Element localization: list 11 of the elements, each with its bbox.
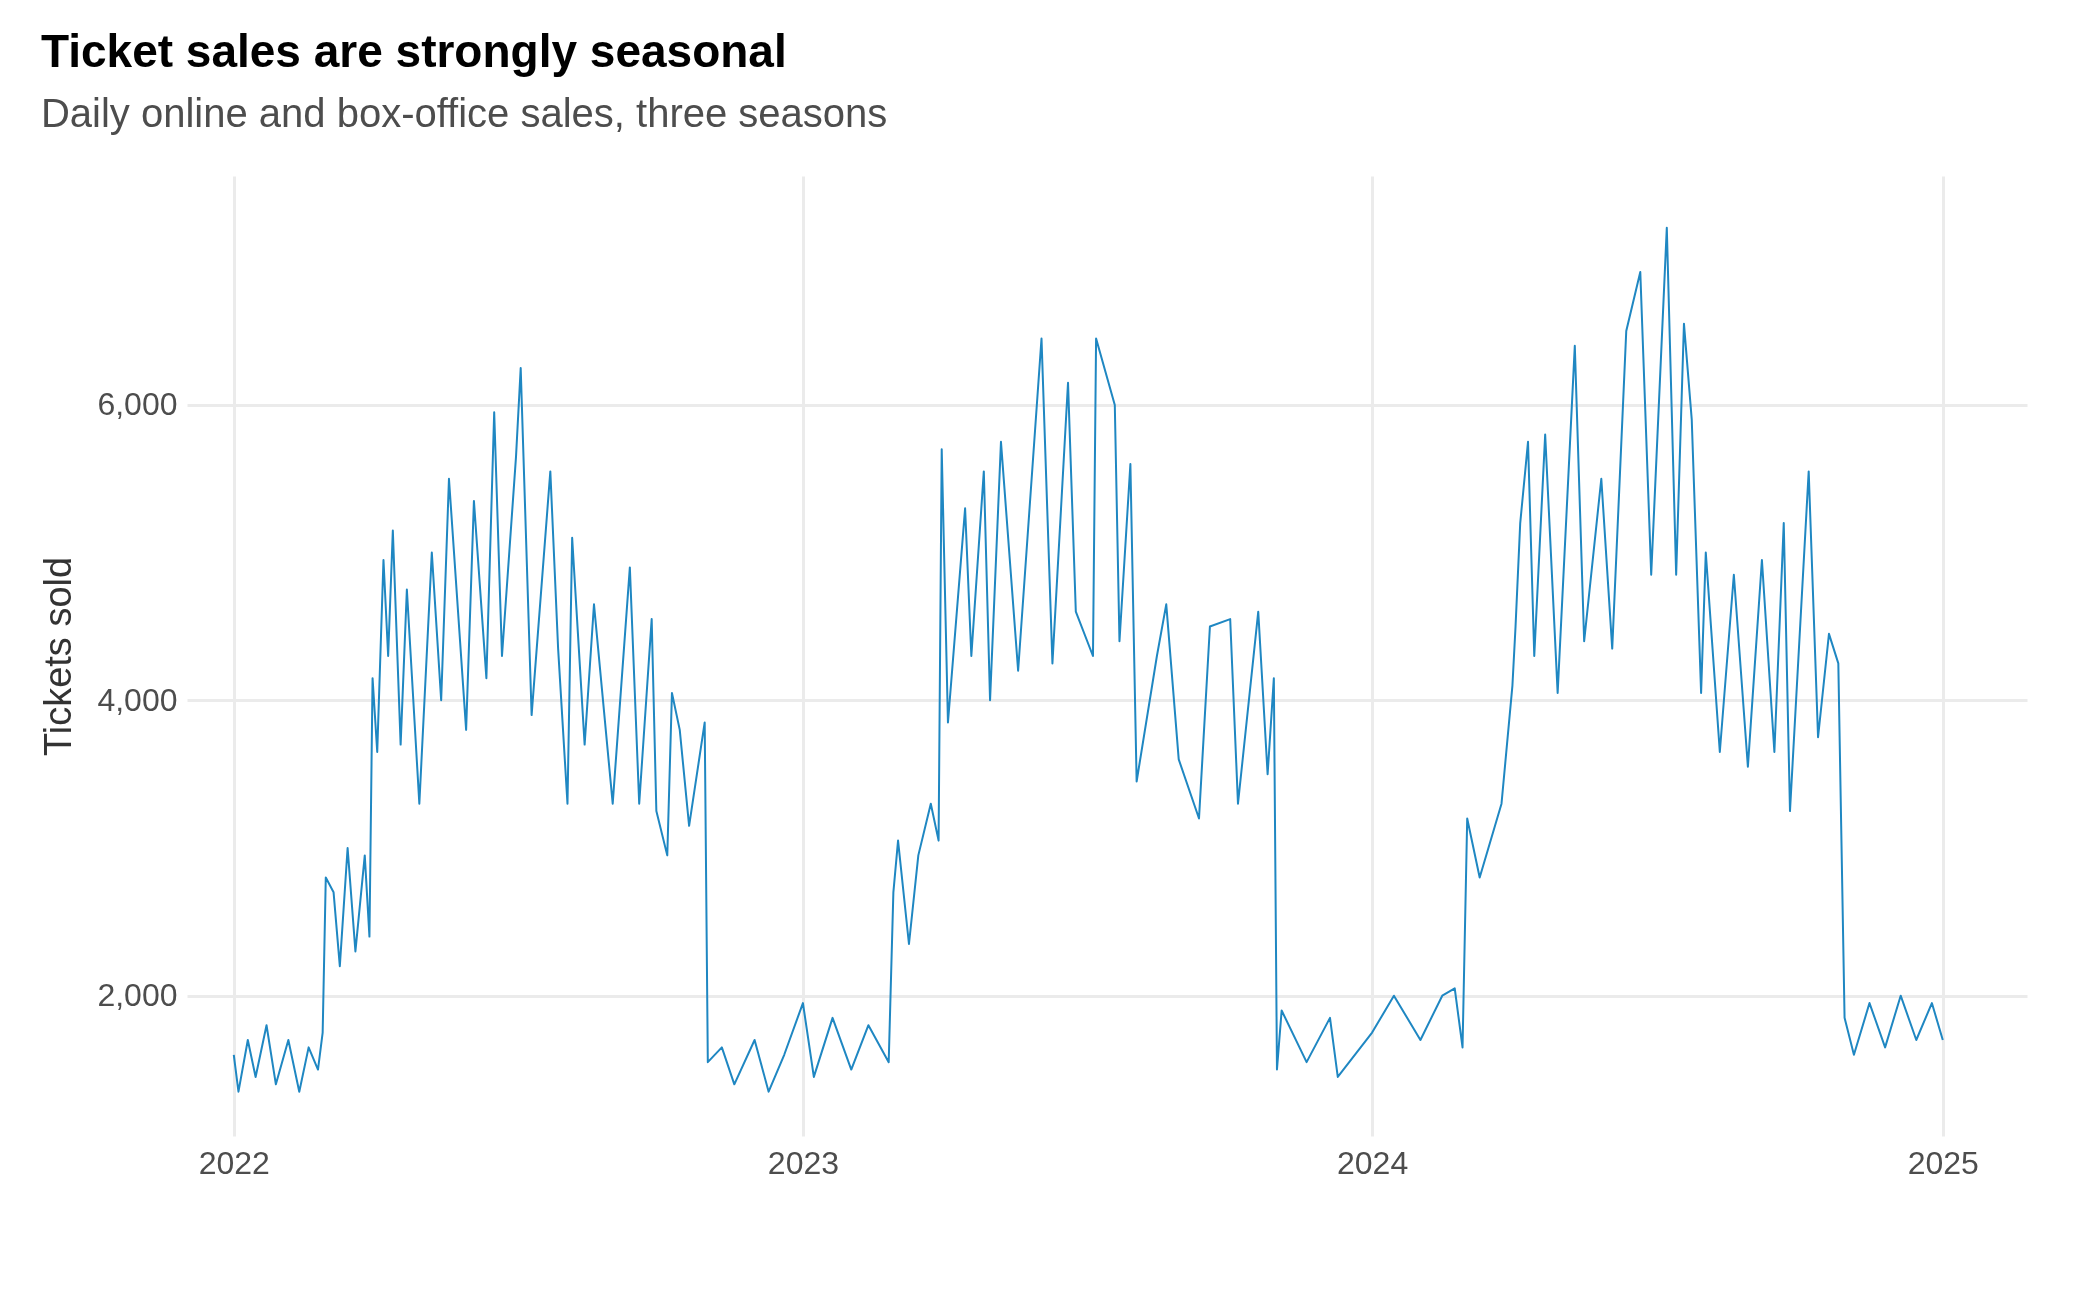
y-tick-label: 2,000 — [97, 977, 178, 1014]
line-series — [232, 226, 1944, 1093]
chart-title: Ticket sales are strongly seasonal — [40, 25, 787, 77]
y-tick-label: 4,000 — [97, 681, 178, 718]
x-tick-label: 2024 — [1336, 1144, 1409, 1181]
y-tick-label: 6,000 — [97, 386, 178, 423]
x-tick-label: 2022 — [198, 1144, 270, 1181]
y-axis-title: Tickets sold — [37, 556, 80, 757]
x-tick-label: 2023 — [767, 1144, 840, 1181]
chart-subtitle: Daily online and box-office sales, three seasons — [40, 91, 888, 135]
x-tick-label: 2025 — [1907, 1144, 1979, 1181]
